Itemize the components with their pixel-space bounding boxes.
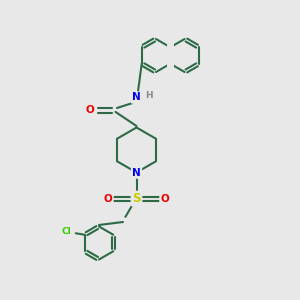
Text: N: N (132, 167, 141, 178)
Text: H: H (145, 92, 153, 100)
Text: Cl: Cl (62, 227, 72, 236)
Text: N: N (132, 92, 141, 103)
Text: S: S (132, 192, 141, 205)
Text: O: O (160, 194, 169, 204)
Text: O: O (103, 194, 112, 204)
Text: O: O (85, 105, 94, 116)
